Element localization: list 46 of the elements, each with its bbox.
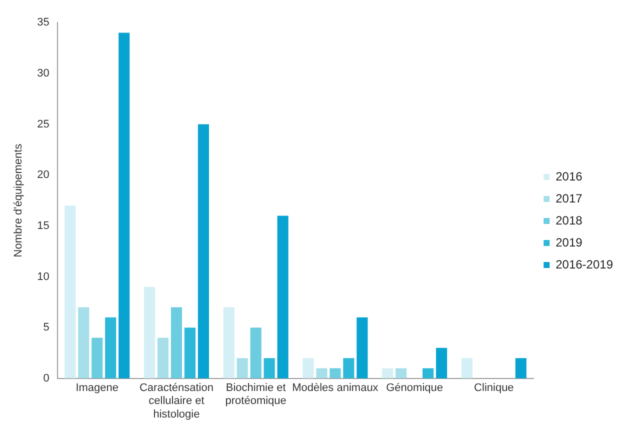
bar — [105, 317, 116, 378]
bar — [118, 32, 130, 378]
x-tick-label: Génomique — [386, 382, 444, 394]
bar — [302, 358, 314, 378]
y-tick-label: 10 — [37, 270, 50, 283]
bar — [78, 307, 90, 378]
bar — [264, 358, 275, 378]
bar — [422, 368, 434, 378]
bar — [236, 358, 248, 378]
x-tick-label: Biochimie et protéomique — [225, 382, 286, 408]
bar — [436, 348, 448, 378]
bar — [184, 328, 196, 378]
legend-label: 2016 — [556, 169, 583, 184]
bar — [515, 358, 526, 378]
y-tick-label: 25 — [37, 118, 50, 130]
bar — [316, 368, 328, 378]
x-tick-label: Modèles animaux — [292, 382, 379, 394]
bar — [250, 328, 262, 378]
x-tick-label: Clinique — [474, 382, 514, 394]
bar — [396, 368, 407, 378]
bar — [64, 206, 76, 378]
y-tick-label: 30 — [37, 67, 50, 80]
x-tick-label: Caracténsation cellulaire et histologie — [139, 382, 214, 420]
bar — [170, 307, 182, 378]
bar — [330, 368, 341, 378]
legend-label: 2017 — [556, 191, 583, 206]
bar — [223, 307, 234, 378]
legend-label: 2018 — [556, 213, 583, 228]
bar — [92, 338, 103, 378]
x-tick-label: Imagene — [76, 382, 119, 394]
legend-label: 2016-2019 — [556, 257, 614, 272]
bar — [461, 358, 472, 378]
bar — [198, 124, 209, 378]
bar — [157, 338, 169, 378]
bar — [382, 368, 394, 378]
legend-label: 2019 — [556, 235, 583, 250]
bar — [277, 216, 288, 378]
y-tick-label: 15 — [37, 220, 50, 232]
y-axis-title: Nombre d'équipements — [12, 143, 25, 258]
y-tick-label: 20 — [37, 169, 50, 182]
bar — [343, 358, 354, 378]
bar — [144, 286, 156, 378]
y-tick-label: 5 — [43, 322, 50, 334]
bar — [356, 317, 368, 378]
y-tick-label: 0 — [43, 372, 50, 384]
y-tick-label: 35 — [37, 16, 50, 29]
